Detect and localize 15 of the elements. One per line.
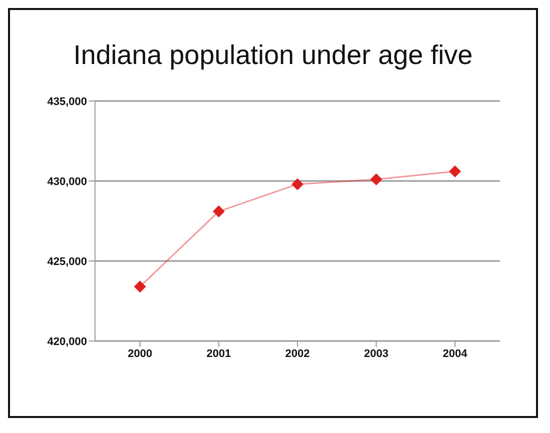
point xyxy=(449,165,461,178)
x-tick-label: 2004 xyxy=(442,348,468,360)
point xyxy=(370,173,382,186)
x-tick-label: 2001 xyxy=(206,348,231,360)
x-tick-label: 2000 xyxy=(128,348,152,360)
y-tick-label: 430,000 xyxy=(47,176,87,188)
x-tick-label: 2003 xyxy=(364,348,388,360)
y-tick-label: 435,000 xyxy=(47,96,87,108)
point xyxy=(212,205,225,218)
x-tick-label: 2002 xyxy=(285,348,310,360)
chart-title: Indiana population under age five xyxy=(72,40,474,71)
y-tick-label: 425,000 xyxy=(47,256,87,268)
point xyxy=(292,178,304,190)
point xyxy=(134,280,146,293)
y-tick-label: 420,000 xyxy=(47,336,87,348)
